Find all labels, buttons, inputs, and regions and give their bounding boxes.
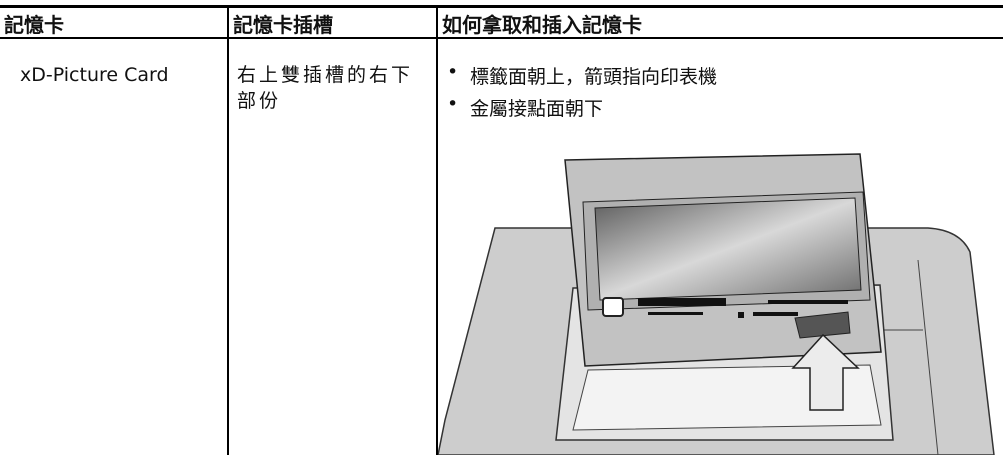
slot-location: 右上雙插槽的右下部份 <box>237 64 414 112</box>
insert-arrow <box>791 333 860 411</box>
header-cell: 記憶卡插槽 <box>233 13 333 37</box>
header-cell: 記憶卡 <box>4 13 64 37</box>
printer-illustration <box>438 153 995 455</box>
card-name: xD-Picture Card <box>20 64 169 86</box>
xd-card <box>794 311 851 339</box>
card-slot <box>738 312 744 318</box>
header-cell: 如何拿取和插入記憶卡 <box>442 13 642 37</box>
card-slot <box>648 312 703 315</box>
card-slot <box>768 300 848 304</box>
card-slot <box>638 298 726 306</box>
bullet: • <box>447 61 459 83</box>
column-divider <box>436 6 438 455</box>
header-rule <box>0 37 1003 39</box>
tray <box>572 364 882 431</box>
usb-port <box>602 297 624 317</box>
instruction: 標籤面朝上，箭頭指向印表機 <box>470 66 718 88</box>
body-line <box>917 259 939 455</box>
top-rule <box>0 5 1003 8</box>
instruction: 金屬接點面朝下 <box>470 98 604 120</box>
bullet: • <box>447 93 459 115</box>
screen <box>594 197 862 301</box>
column-divider <box>227 6 229 455</box>
card-slot <box>753 312 798 316</box>
